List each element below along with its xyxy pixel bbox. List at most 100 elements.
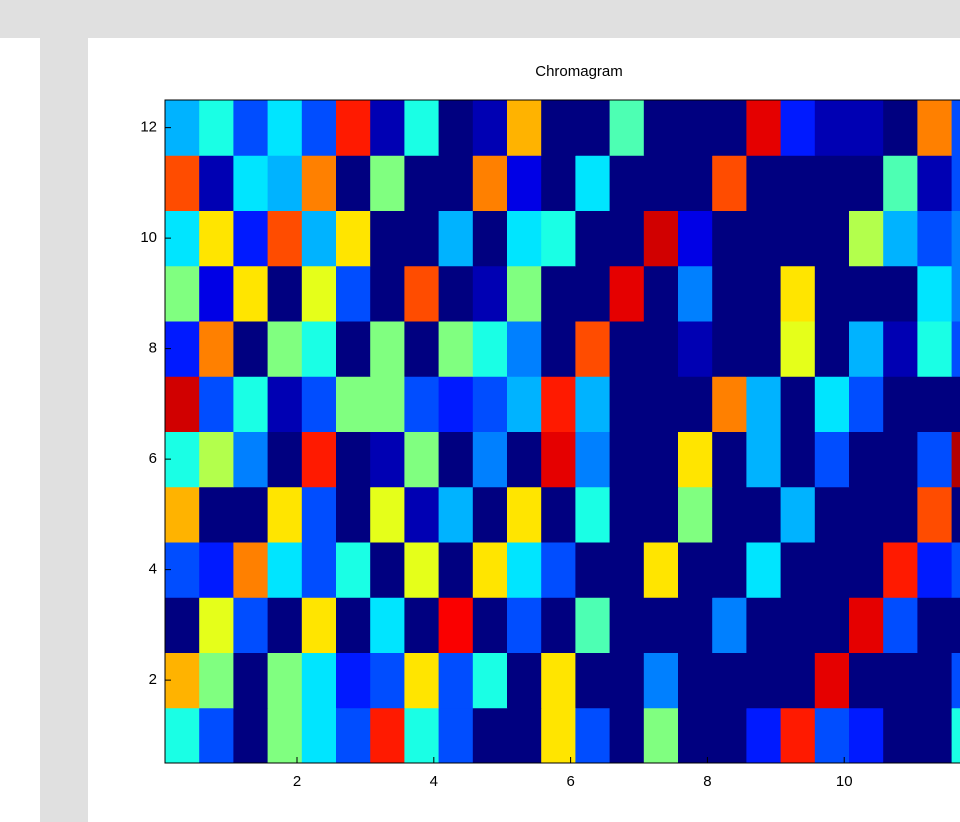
cell	[268, 266, 303, 322]
cell	[712, 487, 747, 543]
cell	[610, 266, 645, 322]
cell	[883, 376, 918, 432]
cell	[575, 597, 610, 653]
y-tick-label: 10	[140, 229, 157, 246]
cell	[575, 432, 610, 488]
cell	[507, 155, 542, 211]
cell	[917, 321, 952, 377]
cell	[439, 376, 474, 432]
cell	[233, 211, 268, 267]
cell	[165, 155, 200, 211]
y-tick-label: 8	[149, 340, 157, 357]
x-tick-label: 10	[836, 773, 853, 790]
cell	[610, 487, 645, 543]
cell	[712, 432, 747, 488]
cell	[302, 542, 337, 598]
cell	[370, 432, 405, 488]
cell	[952, 432, 960, 488]
cell	[644, 597, 679, 653]
cell	[883, 708, 918, 764]
cell	[610, 211, 645, 267]
cell	[781, 211, 816, 267]
cell	[917, 653, 952, 709]
cell	[746, 376, 781, 432]
cell	[233, 487, 268, 543]
cell	[370, 266, 405, 322]
cell	[575, 321, 610, 377]
cell	[746, 100, 781, 156]
cell	[781, 487, 816, 543]
cell	[541, 708, 576, 764]
cell	[199, 376, 234, 432]
cell	[575, 376, 610, 432]
cell	[302, 321, 337, 377]
cell	[404, 376, 439, 432]
cell	[815, 597, 850, 653]
cell	[165, 266, 200, 322]
cell	[199, 487, 234, 543]
cell	[541, 266, 576, 322]
cell	[678, 653, 713, 709]
cell	[610, 321, 645, 377]
cell	[712, 155, 747, 211]
cell	[678, 432, 713, 488]
cell	[507, 542, 542, 598]
cell	[507, 211, 542, 267]
cell	[507, 376, 542, 432]
cell	[575, 653, 610, 709]
cell	[507, 432, 542, 488]
cell	[849, 597, 884, 653]
cell	[541, 211, 576, 267]
cell	[541, 376, 576, 432]
cell	[917, 100, 952, 156]
cell	[336, 708, 371, 764]
cell	[302, 597, 337, 653]
cell	[336, 487, 371, 543]
cell	[883, 266, 918, 322]
cell	[268, 487, 303, 543]
cell	[404, 100, 439, 156]
cell	[952, 266, 960, 322]
cell	[302, 211, 337, 267]
cell	[712, 597, 747, 653]
y-tick-label: 2	[149, 671, 157, 688]
cell	[712, 266, 747, 322]
cell	[439, 597, 474, 653]
cell	[336, 211, 371, 267]
cell	[541, 100, 576, 156]
cell	[610, 653, 645, 709]
cell	[302, 708, 337, 764]
cell	[507, 487, 542, 543]
cell	[883, 155, 918, 211]
cell	[917, 376, 952, 432]
cell	[473, 542, 508, 598]
cell	[439, 708, 474, 764]
cell	[575, 487, 610, 543]
cell	[575, 266, 610, 322]
cell	[678, 100, 713, 156]
cell	[952, 653, 960, 709]
cell	[575, 708, 610, 764]
cell	[541, 155, 576, 211]
cell	[678, 708, 713, 764]
cell	[678, 155, 713, 211]
cell	[439, 100, 474, 156]
cell	[336, 266, 371, 322]
cell	[233, 321, 268, 377]
cell	[473, 653, 508, 709]
cell	[473, 376, 508, 432]
cell	[781, 708, 816, 764]
cell	[233, 708, 268, 764]
cell	[644, 155, 679, 211]
cell	[610, 708, 645, 764]
cell	[336, 653, 371, 709]
cell	[952, 321, 960, 377]
cell	[849, 211, 884, 267]
cell	[507, 100, 542, 156]
cell	[439, 487, 474, 543]
cell	[473, 487, 508, 543]
toolbar-band	[0, 0, 960, 38]
cell	[712, 211, 747, 267]
cell	[917, 432, 952, 488]
cell	[644, 708, 679, 764]
